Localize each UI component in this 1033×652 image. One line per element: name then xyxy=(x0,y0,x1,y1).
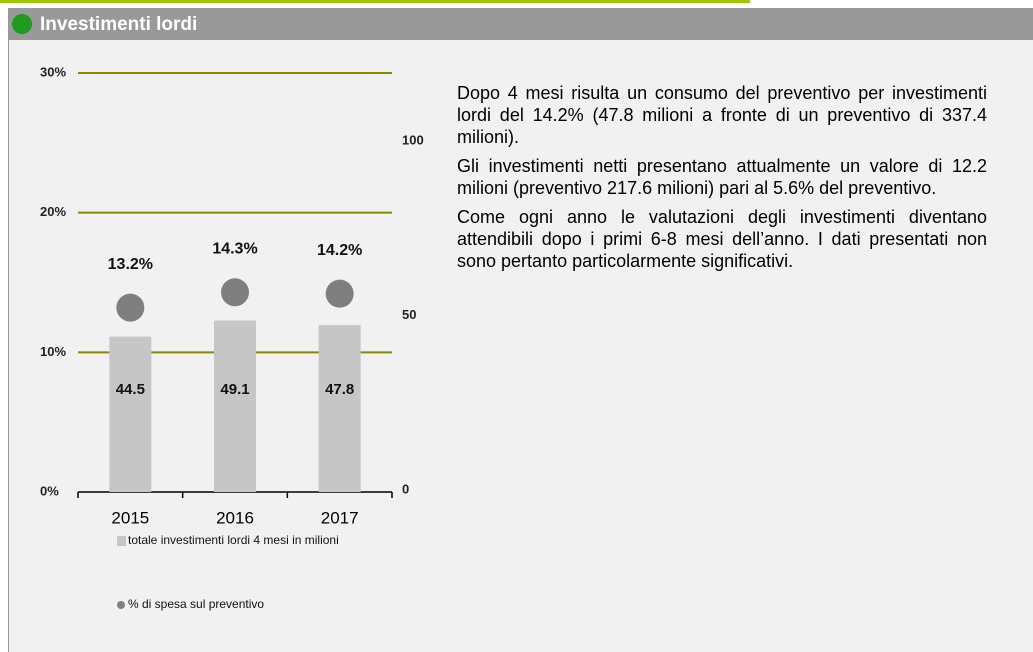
paragraph: Come ogni anno le valutazioni degli inve… xyxy=(457,207,987,271)
paragraph: Dopo 4 mesi risulta un consumo del preve… xyxy=(457,83,987,147)
y2-tick-label: 50 xyxy=(402,307,416,322)
bar xyxy=(109,336,152,492)
y-tick-label: 20% xyxy=(40,204,66,219)
x-tick-label: 2017 xyxy=(321,508,359,527)
dot xyxy=(116,293,145,322)
dot xyxy=(325,279,354,308)
y-tick-label: 10% xyxy=(40,344,66,359)
value-label: 13.2% xyxy=(108,256,153,273)
legend-label: % di spesa sul preventivo xyxy=(128,597,264,611)
paragraph: Gli investimenti netti presentano attual… xyxy=(457,156,987,198)
value-label: 14.2% xyxy=(317,242,362,259)
x-tick-label: 2015 xyxy=(111,508,149,527)
y-tick-label: 30% xyxy=(40,64,66,79)
legend-label: totale investimenti lordi 4 mesi in mili… xyxy=(128,533,339,547)
section-header: Investimenti lordi xyxy=(8,8,1033,40)
accent-line xyxy=(0,0,750,3)
y-tick-label: 0% xyxy=(40,483,59,498)
value-label: 14.3% xyxy=(212,240,257,257)
bar xyxy=(214,320,256,492)
value-label: 47.8 xyxy=(325,381,354,398)
section-title: Investimenti lordi xyxy=(40,14,198,35)
legend-swatch xyxy=(117,536,126,546)
value-label: 44.5 xyxy=(116,381,145,398)
commentary: Dopo 4 mesi risulta un consumo del preve… xyxy=(457,82,987,279)
y2-tick-label: 100 xyxy=(402,132,424,147)
y2-tick-label: 0 xyxy=(402,481,409,496)
bar xyxy=(318,325,361,492)
content: Dopo 4 mesi risulta un consumo del preve… xyxy=(8,40,1033,652)
legend-swatch xyxy=(117,601,125,609)
dot xyxy=(221,278,249,307)
x-tick-label: 2016 xyxy=(216,508,254,527)
header-icon xyxy=(12,14,32,34)
value-label: 49.1 xyxy=(220,381,249,398)
